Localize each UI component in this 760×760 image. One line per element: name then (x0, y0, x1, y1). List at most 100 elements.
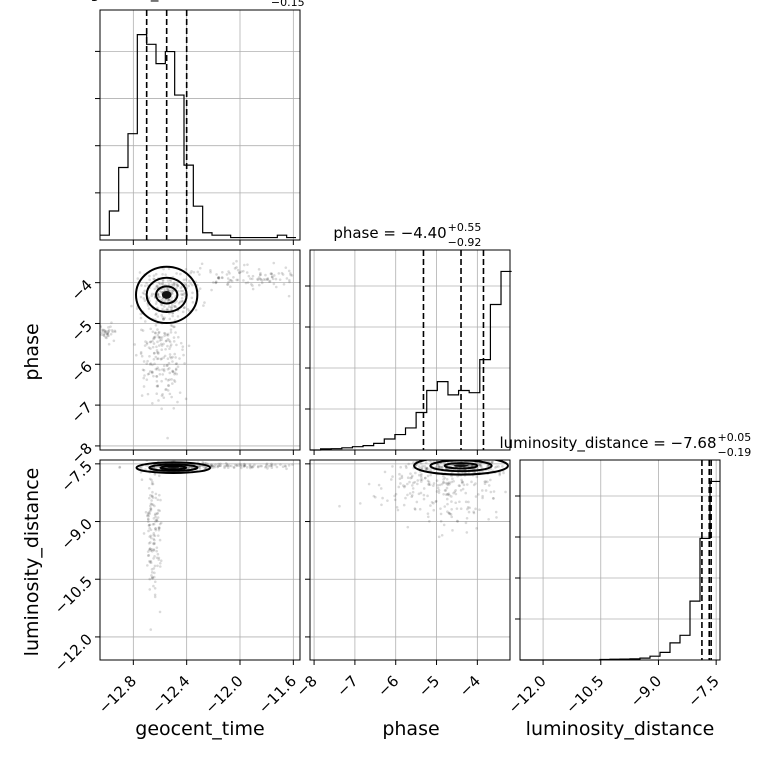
scatter-point (204, 461, 208, 465)
scatter-point (160, 303, 164, 307)
scatter-point (166, 364, 169, 367)
scatter-point (155, 379, 159, 383)
scatter-point (183, 362, 186, 365)
scatter-point (285, 277, 289, 280)
scatter-point (152, 542, 155, 545)
scatter-point (449, 464, 452, 468)
scatter-point (147, 523, 151, 527)
scatter-point (270, 272, 273, 275)
scatter-point (268, 280, 271, 284)
scatter-point (176, 365, 180, 368)
scatter-point (442, 480, 445, 484)
scatter-point (246, 263, 249, 266)
scatter-point (153, 586, 157, 590)
scatter-point (103, 329, 107, 332)
scatter-point (171, 370, 175, 373)
scatter-point (154, 331, 157, 335)
scatter-point (259, 464, 262, 468)
scatter-point (167, 339, 171, 342)
scatter-point (154, 313, 157, 316)
scatter-point (147, 296, 151, 300)
scatter-point (407, 462, 410, 466)
scatter-point (156, 564, 159, 568)
scatter-point (235, 278, 238, 282)
panel-title-lower-error: −0.19 (718, 446, 752, 459)
scatter-point (157, 558, 161, 561)
scatter-point (408, 480, 411, 484)
scatter-point (157, 335, 161, 339)
scatter-point (145, 378, 149, 381)
scatter-point (152, 575, 156, 579)
scatter-point (451, 477, 454, 481)
scatter-point (225, 273, 229, 276)
scatter-point (377, 483, 381, 487)
scatter-point (491, 496, 495, 500)
scatter-point (259, 271, 262, 275)
scatter-point (143, 374, 146, 377)
scatter-point (181, 293, 185, 296)
scatter-point (136, 277, 140, 280)
scatter-point (165, 364, 169, 367)
scatter-point (279, 463, 282, 466)
scatter-point (269, 272, 273, 275)
scatter-point (148, 541, 152, 544)
scatter-point (287, 269, 291, 273)
scatter-point (154, 512, 157, 516)
scatter-point (467, 500, 470, 504)
scatter-point (287, 464, 291, 467)
scatter-point (176, 284, 180, 288)
scatter-point (164, 273, 167, 276)
scatter-point (264, 273, 267, 277)
scatter-point (225, 463, 229, 466)
scatter-point (157, 474, 161, 478)
scatter-point (163, 305, 166, 308)
scatter-point (173, 352, 176, 356)
scatter-point (157, 281, 161, 285)
scatter-point (157, 526, 161, 529)
scatter-point (429, 504, 432, 507)
scatter-point (166, 389, 170, 392)
scatter-point (148, 370, 152, 373)
scatter-point (165, 333, 169, 337)
scatter-point (442, 481, 446, 485)
scatter-point (100, 328, 104, 332)
scatter-point (158, 295, 162, 299)
scatter-point (159, 559, 163, 563)
scatter-point (201, 460, 205, 464)
scatter-point (437, 489, 441, 492)
scatter-point (158, 538, 162, 542)
scatter-point (162, 267, 165, 271)
scatter-point (156, 384, 160, 387)
scatter-point (156, 315, 160, 318)
histogram-step-line (100, 34, 296, 239)
scatter-point (155, 374, 158, 378)
scatter-point (423, 476, 427, 480)
scatter-point (259, 273, 262, 277)
scatter-point (190, 296, 194, 300)
scatter-point (140, 284, 143, 287)
scatter-point (161, 393, 164, 396)
scatter-point (411, 487, 415, 490)
scatter-point (145, 362, 149, 365)
scatter-point (448, 481, 451, 485)
scatter-point (166, 357, 170, 361)
scatter-point (172, 283, 175, 286)
scatter-point (484, 489, 488, 492)
scatter-point (464, 500, 468, 504)
scatter-point (439, 512, 443, 516)
scatter-point (458, 500, 461, 504)
scatter-point (166, 332, 170, 336)
scatter-point (221, 271, 224, 274)
scatter-point (161, 368, 164, 371)
scatter-point (175, 286, 178, 290)
scatter-point (456, 520, 459, 523)
scatter-point (174, 368, 178, 372)
scatter-point (400, 474, 404, 478)
scatter-point (164, 339, 168, 343)
x-tick-label: −12.4 (148, 672, 193, 717)
scatter-point (217, 275, 221, 279)
contour-inner (159, 465, 188, 471)
scatter-point (162, 396, 166, 399)
scatter-point (162, 369, 166, 373)
scatter-point (148, 278, 151, 282)
